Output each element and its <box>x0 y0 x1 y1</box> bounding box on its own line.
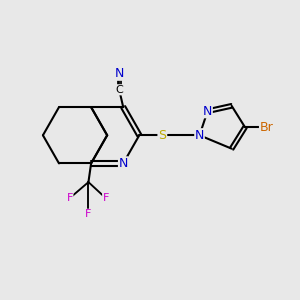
Text: N: N <box>195 129 204 142</box>
Text: F: F <box>85 209 92 219</box>
Text: N: N <box>203 105 212 118</box>
Text: C: C <box>115 85 123 95</box>
Text: S: S <box>158 129 166 142</box>
Text: F: F <box>67 193 73 203</box>
Text: F: F <box>103 193 109 203</box>
Text: Br: Br <box>260 121 273 134</box>
Text: N: N <box>115 67 124 80</box>
Text: N: N <box>118 157 128 170</box>
